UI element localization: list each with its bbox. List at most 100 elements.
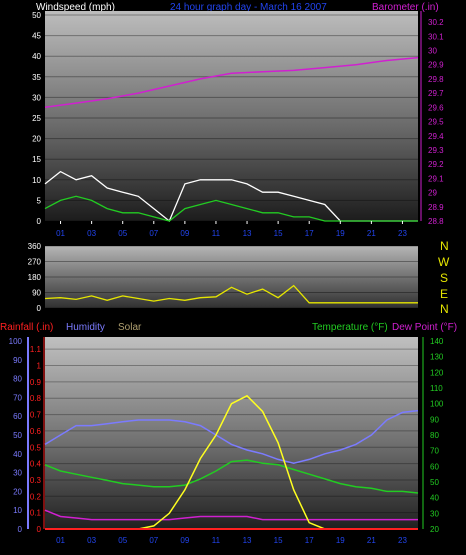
humidity-tick-label: 30 [13,469,22,478]
barometer-tick-label: 29.4 [428,132,444,141]
hour-tick-label-bottom: 13 [243,536,252,545]
wind-tick-label: 0 [37,217,42,226]
compass-west: W [438,255,450,269]
barometer-tick-label: 30 [428,47,437,56]
barometer-tick-label: 29.6 [428,103,444,112]
temperature-tick-label: 70 [430,447,439,456]
temperature-tick-label: 40 [430,494,439,503]
hour-tick-label-bottom: 11 [212,536,221,545]
solar-line [45,394,418,530]
barometer-tick-label: 30.1 [428,32,444,41]
barometer-tick-label: 29.7 [428,89,444,98]
humidity-axis-label: Humidity [66,322,105,333]
rainfall-tick-label: 0.2 [30,492,42,501]
compass-north-bottom: N [440,302,449,316]
temperature-line [44,459,419,494]
wind-direction-line [44,284,418,304]
temperature-tick-label: 20 [430,525,439,534]
hour-tick-label-bottom: 07 [149,536,158,545]
hour-tick-label-bottom: 21 [367,536,376,545]
chart-title: 24 hour graph day - March 16 2007 [170,2,327,13]
temperature-tick-label: 110 [430,384,443,393]
temperature-tick-label: 90 [430,415,439,424]
temperature-tick-label: 130 [430,353,444,362]
rainfall-tick-label: 0.5 [30,443,42,452]
barometer-tick-label: 29.9 [428,61,444,70]
wind-tick-label: 35 [32,73,41,82]
humidity-tick-label: 90 [13,356,22,365]
barometer-tick-label: 30.2 [428,18,444,27]
hour-tick-label: 07 [149,229,158,238]
compass-south: S [440,271,448,285]
hour-tick-label: 19 [336,229,345,238]
barometer-line [44,56,419,109]
rainfall-axis-label: Rainfall (.in) [0,322,53,333]
hour-tick-label-bottom: 05 [118,536,127,545]
hour-tick-label: 17 [305,229,314,238]
hour-tick-label: 09 [180,229,189,238]
barometer-tick-label: 29.3 [428,146,444,155]
wind-tick-label: 50 [32,11,41,20]
humidity-tick-label: 10 [13,506,22,515]
temperature-tick-label: 80 [430,431,439,440]
hour-tick-label-bottom: 09 [180,536,189,545]
gust-line [44,195,418,222]
rainfall-tick-label: 0.6 [30,427,42,436]
hour-tick-label: 03 [87,229,96,238]
rainfall-tick-label: 0 [37,525,42,534]
rainfall-tick-label: 1.1 [30,345,42,354]
dewpoint-axis-label: Dew Point (°F) [392,322,457,333]
hour-tick-label-bottom: 19 [336,536,345,545]
hour-tick-label: 15 [274,229,283,238]
humidity-tick-label: 80 [13,375,22,384]
direction-tick-label: 0 [37,304,42,313]
compass-north-top: N [440,239,449,253]
humidity-tick-label: 60 [13,412,22,421]
direction-tick-label: 360 [28,242,42,251]
hour-tick-label-bottom: 23 [398,536,407,545]
humidity-tick-label: 40 [13,450,22,459]
hour-tick-label-bottom: 01 [56,536,65,545]
hour-tick-label: 11 [212,229,221,238]
wind-tick-label: 45 [32,32,41,41]
dewpoint-line [44,509,418,521]
temperature-tick-label: 30 [430,509,439,518]
rainfall-tick-label: 0.9 [30,378,42,387]
panel-wind-barometer [45,11,418,221]
wind-tick-label: 30 [32,93,41,102]
wind-tick-label: 25 [32,114,41,123]
barometer-tick-label: 29.2 [428,160,444,169]
temperature-tick-label: 140 [430,337,444,346]
temperature-tick-label: 120 [430,368,444,377]
temperature-axis-label: Temperature (°F) [312,322,388,333]
rainfall-tick-label: 0.3 [30,476,42,485]
temperature-tick-label: 60 [430,462,439,471]
hour-tick-label: 01 [56,229,65,238]
rainfall-tick-label: 1 [37,362,42,371]
humidity-tick-label: 0 [18,525,23,534]
panel-wind-direction [45,246,418,308]
barometer-tick-label: 29 [428,189,437,198]
rainfall-tick-label: 0.7 [30,411,42,420]
solar-axis-label: Solar [118,322,142,333]
rainfall-tick-label: 0.1 [30,509,42,518]
humidity-tick-label: 100 [9,337,23,346]
hour-tick-label: 21 [367,229,376,238]
barometer-tick-label: 29.5 [428,118,444,127]
compass-east: E [440,287,448,301]
wind-tick-label: 5 [37,196,42,205]
hour-tick-label: 05 [118,229,127,238]
humidity-tick-label: 70 [13,393,22,402]
wind-tick-label: 20 [32,135,41,144]
direction-tick-label: 90 [32,289,41,298]
temperature-tick-label: 100 [430,400,444,409]
barometer-tick-label: 29.8 [428,75,444,84]
hour-tick-label-bottom: 03 [87,536,96,545]
barometer-tick-label: 28.8 [428,217,444,226]
wind-tick-label: 10 [32,176,41,185]
wind-tick-label: 40 [32,52,41,61]
hour-tick-label-bottom: 17 [305,536,314,545]
humidity-line [44,409,419,464]
